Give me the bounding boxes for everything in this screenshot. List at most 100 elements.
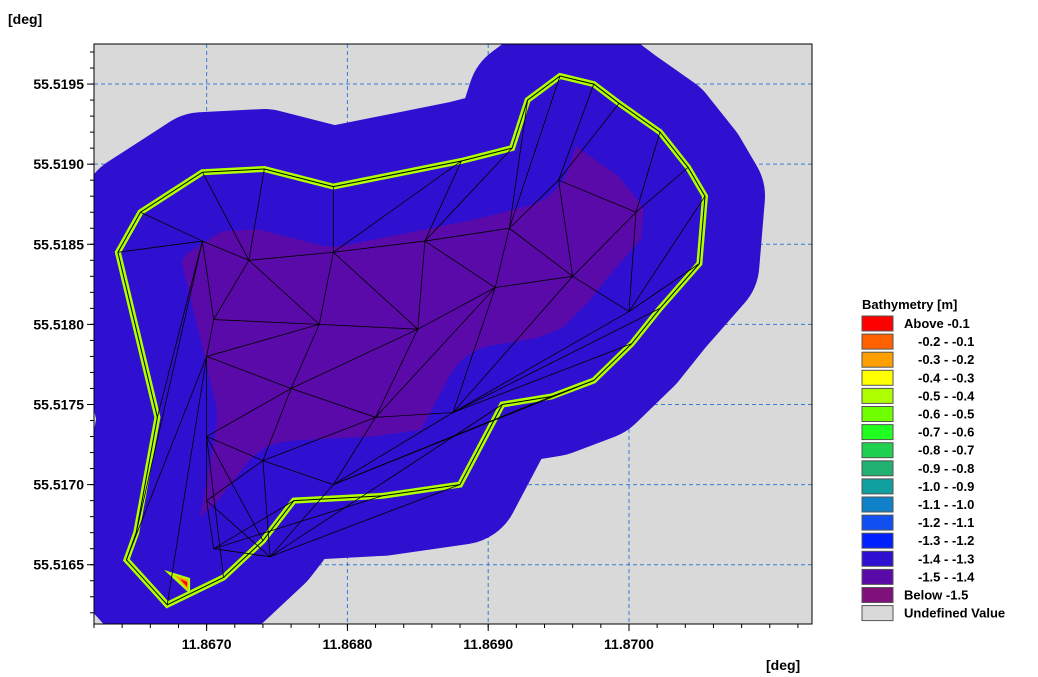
x-tick-label: 11.8700 [604,636,654,652]
mesh-edge [202,240,250,261]
mesh-edge [509,179,559,229]
shallow-spot-band [180,578,188,587]
mesh-edge [424,240,496,288]
mesh-edge [206,436,264,461]
mesh-edge [452,308,661,413]
mesh-edge [332,417,376,485]
legend-entry-label: -1.3 - -1.2 [918,533,974,548]
mesh-edge [262,460,271,557]
mesh-edge [290,324,320,389]
mesh-edge [206,460,264,501]
legend-entry-label: -0.5 - -0.4 [918,388,975,403]
y-tick-label: 55.5185 [33,236,84,252]
mesh-edge [206,436,264,541]
mesh-edge [333,412,454,485]
x-tick-label: 11.8690 [463,636,513,652]
legend-swatch [861,514,894,531]
mesh-edge [572,211,637,277]
mesh-edge [206,500,215,549]
mesh-edge [424,227,510,242]
mesh-edge [213,319,320,325]
legend-swatch [861,532,894,549]
mesh-edge [269,484,461,558]
mesh-edge [248,260,320,325]
mesh-edge [508,100,529,229]
legend-swatch [861,315,894,332]
mesh-edge [494,228,510,288]
legend-title: Bathymetry [m] [862,297,957,312]
shallow-spot-band [174,574,189,590]
mesh-edge [452,343,632,413]
legend-entry-label: -0.9 - -0.8 [918,461,974,476]
y-tick-label: 55.5170 [33,477,84,493]
mesh-boundary [117,75,706,606]
legend-swatch [861,460,894,477]
mesh-edge [318,252,334,325]
legend-entry-label: Below -1.5 [904,588,968,603]
y-tick-label: 55.5165 [33,557,84,573]
legend-entry-label: -1.1 - -1.0 [918,497,974,512]
mesh-edge [319,323,418,330]
mesh-edge [206,436,224,578]
legend-entry-label: -0.4 - -0.3 [918,370,974,385]
mesh-edge [333,160,462,253]
mesh-edge [166,356,208,605]
mesh-edge [558,83,595,181]
x-tick-label: 11.8670 [182,636,232,652]
legend-entry-label: -0.6 - -0.5 [918,407,974,422]
mesh-edge [269,404,503,558]
mesh-edge [635,167,689,213]
mesh-edge [269,484,334,557]
legend-entry-label: -1.4 - -1.3 [918,551,974,566]
legend-swatch [861,550,894,567]
legend: Bathymetry [m] Above -0.1 -0.2 - -0.1 -0.3… [861,297,1005,622]
legend-swatch [861,424,894,441]
mesh-edge [417,287,496,330]
mesh-edge [140,211,203,242]
mesh-edge [628,212,637,312]
mesh-edge [202,171,250,261]
mesh-edge [508,75,561,229]
legend-entry-label: -0.8 - -0.7 [918,443,974,458]
legend-entry-label: -0.3 - -0.2 [918,352,974,367]
legend-swatch [861,406,894,422]
mesh-edge [262,388,292,461]
mesh-edge [213,500,295,550]
mesh-edge [126,356,207,561]
x-unit-label: [deg] [766,657,800,673]
legend-entry-label: -0.7 - -0.6 [918,425,974,440]
mesh-edge [156,240,203,418]
mesh-edge [213,260,250,320]
mesh-edge [290,388,376,418]
legend-swatch [861,387,894,404]
mesh-edge [333,240,425,253]
mesh-edge [375,287,496,418]
mesh-edge [262,460,334,485]
mesh-edge [558,103,620,181]
legend-entry-label: Undefined Value [904,606,1005,621]
legend-entry-label: Above -0.1 [904,316,970,331]
y-tick-label: 55.5195 [33,76,84,92]
legend-entry-label: -1.0 - -0.9 [918,479,974,494]
mesh-edge [424,160,462,242]
mesh-edge [333,396,552,485]
mesh-edge [495,275,573,288]
mesh-edge [290,328,418,389]
mesh-edge [206,388,292,437]
y-unit-label: [deg] [8,11,42,27]
legend-swatch [861,369,894,386]
mesh-edge [635,132,661,213]
legend-swatch [861,478,894,495]
mesh-edge [206,319,215,357]
mesh-edge [628,263,700,312]
mesh-edge [424,147,513,242]
mesh-edge [558,179,637,213]
mesh-edge [206,324,320,357]
mesh-edge [333,251,419,330]
mesh-edge [248,168,265,261]
mesh-edge [248,251,334,261]
legend-swatch [861,442,894,459]
mesh-edge [206,356,292,389]
legend-swatch [861,605,894,622]
